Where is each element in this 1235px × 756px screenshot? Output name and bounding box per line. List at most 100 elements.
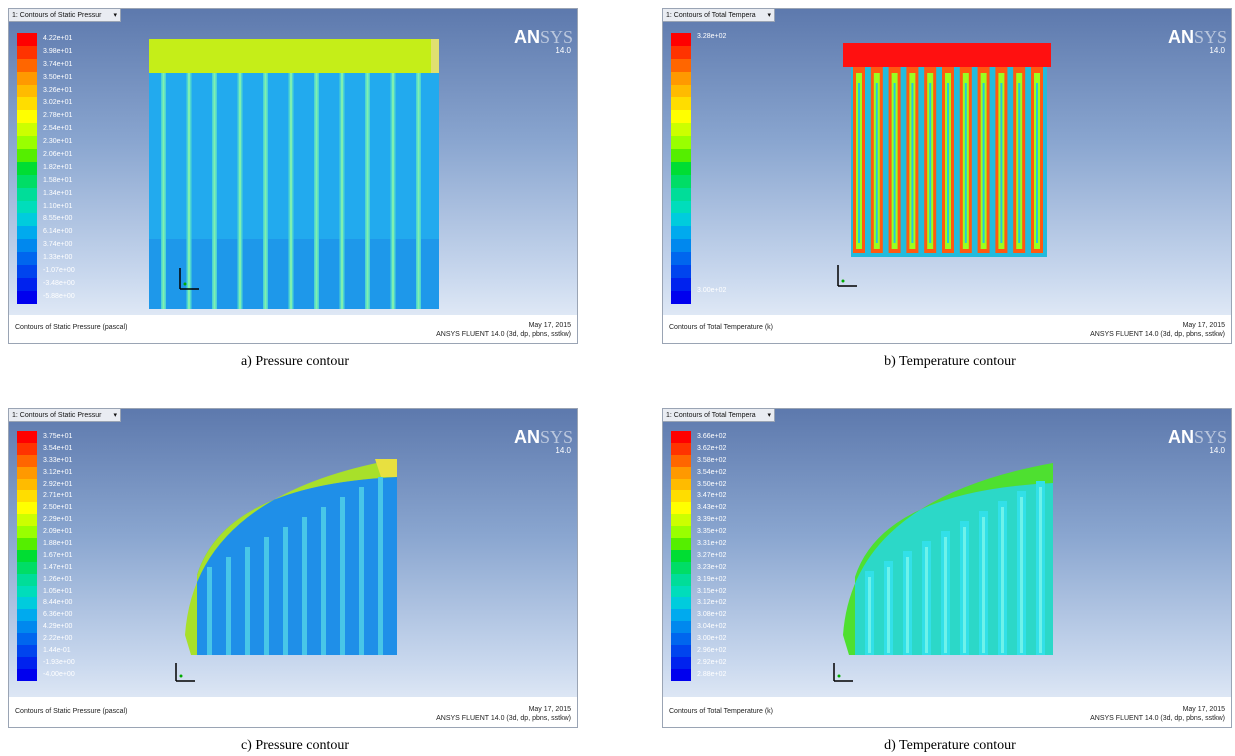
contour-band xyxy=(245,547,250,655)
color-bar-segment xyxy=(671,561,691,574)
legend-tick-label: 8.44e+00 xyxy=(43,599,73,607)
contour-plot-d xyxy=(843,463,1053,655)
contour-band xyxy=(963,527,966,653)
ansys-logo: ANSYS xyxy=(513,27,573,47)
color-bar-segment xyxy=(671,526,691,539)
panel-a: 1: Contours of Static Pressur ▾ 4.22e+01 3… xyxy=(8,8,584,350)
legend-tick-label: 3.12e+02 xyxy=(697,599,727,607)
color-bar-segment xyxy=(17,213,37,227)
color-bar-segment xyxy=(671,290,691,304)
contour-band xyxy=(207,567,212,655)
color-bar xyxy=(17,431,37,681)
window-tab-a[interactable]: 1: Contours of Static Pressur ▾ xyxy=(9,9,121,22)
contour-band xyxy=(392,73,394,309)
color-bar-segment xyxy=(671,71,691,85)
color-bar-segment xyxy=(17,97,37,111)
legend-tick-label: -1.93e+00 xyxy=(43,658,75,666)
contour-plot-c xyxy=(185,459,397,655)
legend-tick-label: 3.58e+02 xyxy=(697,456,727,464)
contour-band xyxy=(1036,83,1038,243)
color-bar-segment xyxy=(17,645,37,657)
color-bar-segment xyxy=(671,656,691,669)
graphics-window-b[interactable]: 1: Contours of Total Tempera ▾ 3.28e+02 3… xyxy=(662,8,1232,344)
legend-tick-label: 3.43e+02 xyxy=(697,504,727,512)
chevron-down-icon[interactable]: ▾ xyxy=(767,12,771,19)
graphics-window-d[interactable]: 1: Contours of Total Tempera ▾ 3.66e+02 3.… xyxy=(662,408,1232,728)
version-label: 14.0 xyxy=(555,446,571,455)
legend-tick-label: 3.50e+02 xyxy=(697,480,727,488)
axis-triad-icon xyxy=(833,663,853,682)
window-tab-b[interactable]: 1: Contours of Total Tempera ▾ xyxy=(663,9,775,22)
legend-tick-label: 4.22e+01 xyxy=(43,35,73,42)
contour-band xyxy=(893,83,896,243)
color-bar xyxy=(671,431,691,681)
caption-c: c) Pressure contour xyxy=(240,738,350,753)
legend-ticks: 4.22e+01 3.98e+01 3.74e+01 3.50e+01 3.26e+01… xyxy=(43,33,75,304)
contour-plot-a xyxy=(149,39,439,309)
color-bar xyxy=(671,33,691,304)
color-bar-segment xyxy=(671,84,691,98)
legend-tick-label: 3.35e+02 xyxy=(697,528,727,536)
color-bar-segment xyxy=(17,226,37,240)
graphics-window-a[interactable]: 1: Contours of Static Pressur ▾ 4.22e+01 3… xyxy=(8,8,578,344)
chevron-down-icon[interactable]: ▾ xyxy=(767,412,771,419)
color-bar-segment xyxy=(17,110,37,124)
legend-tick-label: 3.50e+01 xyxy=(43,73,73,81)
color-bar-segment xyxy=(671,187,691,201)
contour-band xyxy=(1018,83,1021,243)
color-bar-segment xyxy=(17,573,37,586)
legend-tick-label: 3.33e+01 xyxy=(43,456,73,464)
color-bar-segment xyxy=(17,585,37,598)
chevron-down-icon[interactable]: ▾ xyxy=(113,412,117,419)
contour-band xyxy=(925,547,928,653)
color-bar-segment xyxy=(17,668,37,681)
legend-tick-label: 2.22e+00 xyxy=(43,635,73,643)
contour-band xyxy=(283,527,288,655)
color-bar-segment xyxy=(671,239,691,253)
legend-tick-label: 3.98e+01 xyxy=(43,47,73,55)
contour-band xyxy=(302,517,307,655)
version-label: 14.0 xyxy=(1209,446,1225,455)
color-bar-segment xyxy=(17,454,37,467)
color-bar-segment xyxy=(671,466,691,479)
color-bar-segment xyxy=(17,136,37,150)
graphics-window-c[interactable]: 1: Contours of Static Pressur ▾ 3.75e+01 3… xyxy=(8,408,578,728)
legend-tick-label: 4.29e+00 xyxy=(43,623,73,631)
axis-triad-icon xyxy=(837,265,857,287)
contour-band xyxy=(341,73,343,309)
contour-band xyxy=(264,73,267,309)
legend-tick-label: 3.75e+01 xyxy=(43,433,73,440)
legend-tick-label: -5.88e+00 xyxy=(43,292,75,300)
color-bar-segment xyxy=(671,149,691,162)
color-bar-segment xyxy=(17,621,37,634)
color-bar-segment xyxy=(671,45,691,59)
legend-tick-label: 3.31e+02 xyxy=(697,540,727,548)
color-bar-segment xyxy=(671,265,691,278)
legend-tick-label: 2.78e+01 xyxy=(43,112,73,120)
legend-tick-label: 3.47e+02 xyxy=(697,492,727,500)
panel-c: 1: Contours of Static Pressur ▾ 3.75e+01 3… xyxy=(8,408,584,730)
chevron-down-icon[interactable]: ▾ xyxy=(113,12,117,19)
color-bar-segment xyxy=(671,277,691,291)
footer-description: Contours of Static Pressure (pascal) xyxy=(15,708,128,715)
legend-tick-label: 3.12e+01 xyxy=(43,468,73,476)
color-bar-segment xyxy=(671,33,691,46)
color-bar-segment xyxy=(671,633,691,646)
panel-d: 1: Contours of Total Tempera ▾ 3.66e+02 3.… xyxy=(662,408,1232,730)
ansys-logo: ANSYS xyxy=(1167,27,1227,47)
legend-tick-label: 3.19e+02 xyxy=(697,575,727,583)
window-tab-c[interactable]: 1: Contours of Static Pressur ▾ xyxy=(9,409,121,422)
legend-tick-label: 1.10e+01 xyxy=(43,202,73,210)
color-bar-segment xyxy=(671,431,691,443)
caption-b: b) Temperature contour xyxy=(884,354,1016,369)
contour-band xyxy=(1020,497,1023,653)
color-bar-segment xyxy=(17,490,37,503)
legend-tick-label: 2.06e+01 xyxy=(43,151,73,159)
window-tab-d[interactable]: 1: Contours of Total Tempera ▾ xyxy=(663,409,775,422)
color-bar-segment xyxy=(671,123,691,137)
contour-band xyxy=(188,73,190,309)
legend-tick-label: 1.33e+00 xyxy=(43,254,73,262)
legend-tick-label: -3.48e+00 xyxy=(43,279,75,287)
color-bar-segment xyxy=(17,161,37,175)
color-bar-segment xyxy=(17,200,37,214)
